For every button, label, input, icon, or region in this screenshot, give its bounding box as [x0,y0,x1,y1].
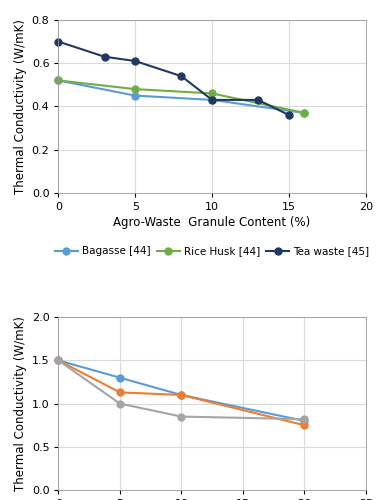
PE [52] [179,392,184,398]
X-axis label: Agro-Waste  Granule Content (%): Agro-Waste Granule Content (%) [113,216,311,229]
PVC [52] [118,390,122,396]
PVC [52] [302,422,307,428]
Bagasse [44] [210,97,214,103]
Line: Tea waste [45]: Tea waste [45] [55,38,292,118]
Bagasse [44] [133,92,138,98]
Rice Husk [44] [210,90,214,96]
Line: Bagasse [44]: Bagasse [44] [55,77,308,116]
PVC & PE [52] [302,416,307,422]
Rice Husk [44] [133,86,138,92]
Line: PVC & PE [52]: PVC & PE [52] [55,357,308,422]
Line: PVC [52]: PVC [52] [55,357,308,428]
PVC [52] [179,392,184,398]
PE [52] [118,374,122,380]
Tea waste [45] [287,112,291,118]
Line: PE [52]: PE [52] [55,357,308,424]
PVC & PE [52] [56,358,61,364]
Bagasse [44] [302,110,307,116]
Rice Husk [44] [302,110,307,116]
PVC & PE [52] [118,400,122,406]
PVC & PE [52] [179,414,184,420]
Tea waste [45] [133,58,138,64]
PVC [52] [56,358,61,364]
Tea waste [45] [56,38,61,44]
Tea waste [45] [179,73,184,79]
Line: Rice Husk [44]: Rice Husk [44] [55,77,308,116]
Tea waste [45] [256,97,261,103]
PE [52] [56,358,61,364]
Y-axis label: Thermal Conductivity (W/mK): Thermal Conductivity (W/mK) [14,19,28,194]
Rice Husk [44] [56,78,61,84]
PE [52] [302,418,307,424]
Y-axis label: Thermal Conductivity (W/mK): Thermal Conductivity (W/mK) [14,316,28,491]
Tea waste [45] [210,97,214,103]
Tea waste [45] [102,54,107,60]
Bagasse [44] [56,78,61,84]
Legend: Bagasse [44], Rice Husk [44], Tea waste [45]: Bagasse [44], Rice Husk [44], Tea waste … [55,246,369,256]
